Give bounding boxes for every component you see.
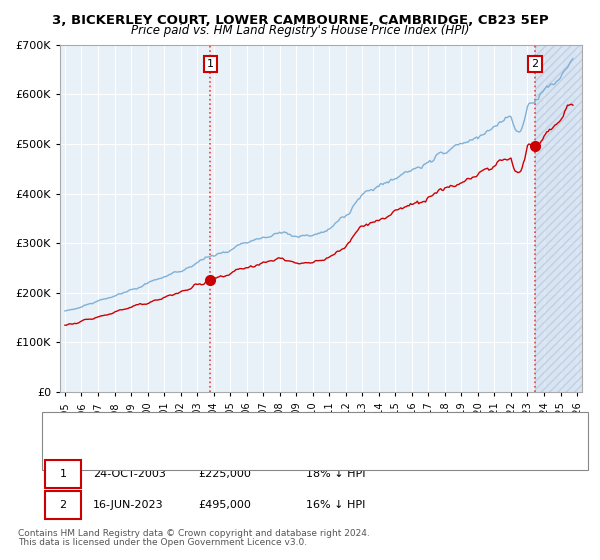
Text: Contains HM Land Registry data © Crown copyright and database right 2024.: Contains HM Land Registry data © Crown c… xyxy=(18,530,370,539)
Text: 1: 1 xyxy=(207,59,214,69)
Text: 16% ↓ HPI: 16% ↓ HPI xyxy=(306,500,365,510)
Bar xyxy=(535,45,582,392)
Text: £495,000: £495,000 xyxy=(198,500,251,510)
Text: 16-JUN-2023: 16-JUN-2023 xyxy=(93,500,164,510)
Text: 24-OCT-2003: 24-OCT-2003 xyxy=(93,469,166,479)
Text: 1: 1 xyxy=(59,469,67,479)
Bar xyxy=(535,45,582,392)
Text: 2: 2 xyxy=(59,500,67,510)
Text: 3, BICKERLEY COURT, LOWER CAMBOURNE, CAMBRIDGE, CB23 5EP: 3, BICKERLEY COURT, LOWER CAMBOURNE, CAM… xyxy=(52,14,548,27)
Text: 3, BICKERLEY COURT, LOWER CAMBOURNE, CAMBRIDGE, CB23 5EP (detached house): 3, BICKERLEY COURT, LOWER CAMBOURNE, CAM… xyxy=(105,425,524,435)
Text: 2: 2 xyxy=(532,59,539,69)
Text: ─────: ───── xyxy=(66,445,104,459)
Text: Price paid vs. HM Land Registry's House Price Index (HPI): Price paid vs. HM Land Registry's House … xyxy=(131,24,469,36)
Text: 18% ↓ HPI: 18% ↓ HPI xyxy=(306,469,365,479)
Text: ─────: ───── xyxy=(66,423,104,437)
Text: HPI: Average price, detached house, South Cambridgeshire: HPI: Average price, detached house, Sout… xyxy=(105,447,395,457)
Text: £225,000: £225,000 xyxy=(198,469,251,479)
Text: This data is licensed under the Open Government Licence v3.0.: This data is licensed under the Open Gov… xyxy=(18,539,307,548)
